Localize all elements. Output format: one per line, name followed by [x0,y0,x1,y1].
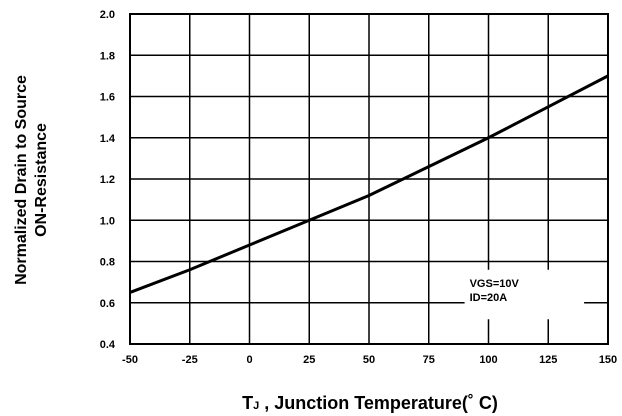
x-tick-label: 125 [539,354,557,366]
tick-labels: -50 -25 0 25 50 75 100 125 150 0.4 0.6 0.8 1.0 1.2 1.4… [100,9,617,366]
y-tick-label: 1.6 [100,92,115,104]
x-tick-label: -50 [122,354,138,366]
x-axis-title-sub: J [253,400,259,412]
annotation-id: ID=20A [470,292,508,304]
y-tick-label: 1.0 [100,215,115,227]
y-axis-title-line2: ON-Resistance [33,123,50,237]
x-tick-label: 75 [423,354,435,366]
x-tick-label: 150 [599,354,617,366]
x-axis-title: TJ , Junction Temperature(˚ C) [242,393,498,413]
y-tick-label: 0.4 [100,339,116,351]
legend-box: VGS=10V ID=20A [464,269,585,320]
x-tick-label: 50 [363,354,375,366]
y-tick-label: 2.0 [100,9,115,21]
y-tick-label: 1.2 [100,174,115,186]
annotation-vgs: VGS=10V [470,278,520,290]
x-axis-title-main: T [242,393,253,413]
x-tick-label: 25 [303,354,315,366]
annotation-box [464,269,585,320]
x-axis-title-rest: , Junction Temperature(˚ C) [259,393,498,413]
x-tick-label: 0 [246,354,252,366]
y-tick-label: 1.8 [100,50,115,62]
y-tick-label: 0.8 [100,257,115,269]
x-tick-label: -25 [182,354,198,366]
plot-frame [129,13,609,345]
y-axis-title-line1: Normalized Drain to Source [13,75,30,285]
y-axis-title: Normalized Drain to Source ON-Resistance [13,75,50,285]
series-line [129,74,609,294]
y-tick-label: 0.6 [100,298,115,310]
x-tick-label: 100 [479,354,497,366]
y-tick-label: 1.4 [100,133,116,145]
